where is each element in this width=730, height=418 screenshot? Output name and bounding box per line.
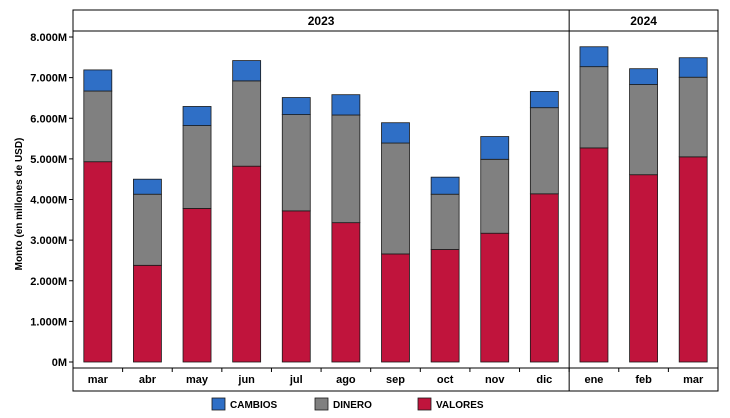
bar-valores-2 [182,208,212,363]
bar-valores-5 [331,222,361,363]
bar-dinero-12 [678,76,708,158]
bar-dinero-11 [629,84,658,176]
bar-cambios-12 [678,57,708,78]
bar-cambios-9 [529,91,559,109]
x-tick-label: oct [437,374,454,386]
bar-cambios-2 [182,106,212,126]
y-tick-label: 5.000M [30,154,67,166]
legend-swatch-cambios [211,397,226,411]
y-tick-label: 6.000M [30,113,67,125]
legend-swatch-valores [417,397,432,411]
legend-label-valores: VALORES [436,400,484,411]
legend: CAMBIOS DINERO VALORES [211,397,484,411]
legend-label-cambios: CAMBIOS [230,400,278,411]
bar-cambios-1 [133,178,162,195]
bar-cambios-7 [430,176,460,195]
chart-frame [72,9,719,392]
bar-valores-9 [529,193,559,363]
bar-cambios-0 [83,69,113,92]
bar-valores-12 [678,156,708,363]
y-tick-label: 3.000M [30,235,67,247]
x-tick-label: ene [584,374,603,386]
bars-layer [83,46,708,363]
y-tick-label: 1.000M [30,316,67,328]
bar-dinero-5 [331,114,361,224]
y-tick-label: 2.000M [30,276,67,288]
y-tick-label: 8.000M [30,32,67,44]
x-tick-label: mar [88,374,109,386]
x-tick-label: feb [635,374,652,386]
y-tick-label: 7.000M [30,73,67,85]
x-tick-label: jun [237,374,255,386]
bar-cambios-5 [331,94,361,116]
y-tick-label: 0M [52,357,67,369]
bar-cambios-8 [480,136,510,160]
x-tick-label: sep [386,374,405,386]
bar-valores-8 [480,232,510,363]
bar-dinero-10 [579,66,609,149]
y-axis-label: Monto (en millones de USD) [14,138,25,271]
legend-label-dinero: DINERO [333,400,372,411]
bar-valores-3 [232,165,262,363]
year-header: 2023 2024 [308,14,658,28]
bar-valores-1 [133,264,162,363]
bar-dinero-4 [281,114,311,212]
x-tick-label: mar [683,374,704,386]
bar-dinero-0 [83,90,113,163]
y-axis: 0M 1.000M 2.000M 3.000M 4.000M 5.000M 6.000M 7.… [30,32,73,369]
plot-frame [72,9,719,392]
bar-cambios-6 [381,122,410,144]
bar-valores-0 [83,161,113,363]
bar-dinero-1 [133,193,162,266]
x-tick-label: dic [536,374,552,386]
bar-cambios-4 [281,97,311,115]
bar-valores-7 [430,249,460,363]
year-label-2023: 2023 [308,14,335,28]
x-axis: mar abr may jun jul ago sep oct nov dic ene feb mar [88,368,719,386]
legend-swatch-dinero [314,397,329,411]
bar-dinero-8 [480,158,510,234]
year-label-2024: 2024 [630,14,657,28]
bar-dinero-7 [430,193,460,250]
bar-dinero-2 [182,125,212,209]
y-tick-label: 4.000M [30,195,67,207]
x-tick-label: nov [485,374,505,386]
x-tick-label: abr [139,374,157,386]
x-tick-label: may [186,374,209,386]
bar-dinero-6 [381,142,410,255]
bar-cambios-11 [629,68,658,85]
bar-dinero-3 [232,80,262,167]
bar-cambios-3 [232,60,262,82]
bar-valores-10 [579,147,609,363]
bar-valores-6 [381,253,410,363]
bar-dinero-9 [529,107,559,195]
bar-cambios-10 [579,46,609,68]
bar-valores-4 [281,210,311,363]
x-tick-label: ago [336,374,356,386]
x-tick-label: jul [289,374,303,386]
bar-valores-11 [629,174,658,363]
